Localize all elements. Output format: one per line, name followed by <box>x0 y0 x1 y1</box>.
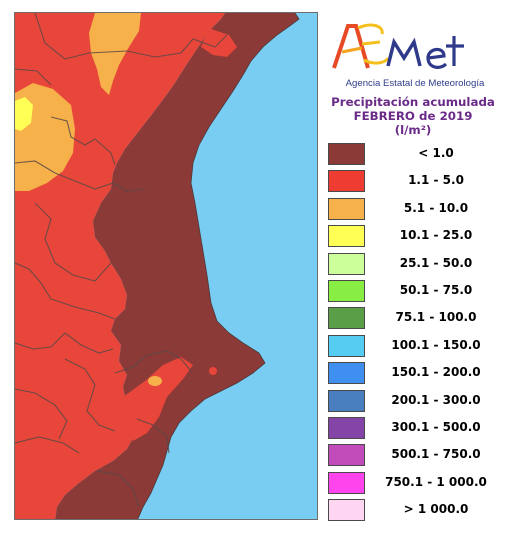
legend-label: 1.1 - 5.0 <box>408 173 464 188</box>
legend-swatch <box>328 444 365 467</box>
legend-label: 750.1 - 1 000.0 <box>385 474 487 489</box>
legend-item: 75.1 - 100.0 <box>328 307 503 330</box>
legend-swatch <box>328 417 365 439</box>
legend-item: 100.1 - 150.0 <box>328 334 503 357</box>
legend-item: 10.1 - 25.0 <box>328 225 503 248</box>
legend-label: 10.1 - 25.0 <box>399 228 473 243</box>
legend-label: 25.1 - 50.0 <box>399 255 473 270</box>
legend-item: 150.1 - 200.0 <box>328 362 503 385</box>
legend-swatch <box>328 280 365 302</box>
legend-label: 300.1 - 500.0 <box>391 420 481 434</box>
precipitation-map <box>14 12 318 520</box>
legend-swatch <box>328 389 365 412</box>
pocket-1-5mm-far-south <box>15 445 71 519</box>
agency-name: Agencia Estatal de Meteorología <box>345 78 485 89</box>
legend-swatch <box>328 362 365 385</box>
legend-swatch <box>328 471 365 494</box>
legend-label: 75.1 - 100.0 <box>395 310 477 325</box>
map-unit: (l/m²) <box>394 123 432 137</box>
legend-label: < 1.0 <box>418 146 454 160</box>
map-period: FEBRERO de 2019 <box>353 109 473 123</box>
legend-item: 200.1 - 300.0 <box>328 389 503 412</box>
legend-item: 1.1 - 5.0 <box>328 170 503 193</box>
legend-label: > 1 000.0 <box>403 502 469 517</box>
legend-label: 150.1 - 200.0 <box>391 365 481 380</box>
zone-10-25mm <box>15 97 33 131</box>
legend-swatch <box>328 197 365 220</box>
zone-5-10mm-north <box>89 13 141 95</box>
admin-borders <box>15 13 228 508</box>
legend-item: 750.1 - 1 000.0 <box>328 471 503 494</box>
legend-swatch <box>328 143 365 165</box>
legend-item: 300.1 - 500.0 <box>328 417 503 439</box>
legend-label: 100.1 - 150.0 <box>391 337 481 352</box>
legend-swatch <box>328 252 365 275</box>
coastline <box>137 13 300 519</box>
legend-label: 500.1 - 750.0 <box>391 447 481 462</box>
aemet-logo <box>328 18 498 90</box>
legend-item: 25.1 - 50.0 <box>328 252 503 275</box>
legend-swatch <box>328 307 365 330</box>
legend-swatch <box>328 225 365 248</box>
legend-item: 50.1 - 75.0 <box>328 280 503 302</box>
legend-item: 5.1 - 10.0 <box>328 197 503 220</box>
legend-swatch <box>328 334 365 357</box>
region-below-1mm <box>55 13 299 519</box>
legend-label: 5.1 - 10.0 <box>403 200 469 215</box>
legend-label: 50.1 - 75.0 <box>399 283 473 297</box>
spot-1-5mm-coast <box>209 367 217 375</box>
legend-item: > 1 000.0 <box>328 499 503 522</box>
legend-swatch <box>328 170 365 193</box>
spot-5-10mm <box>148 376 162 386</box>
legend-item: < 1.0 <box>328 143 503 165</box>
legend-label: 200.1 - 300.0 <box>391 392 481 407</box>
legend-item: 500.1 - 750.0 <box>328 444 503 467</box>
map-title: Precipitación acumulada <box>331 95 495 109</box>
legend-swatch <box>328 499 365 522</box>
